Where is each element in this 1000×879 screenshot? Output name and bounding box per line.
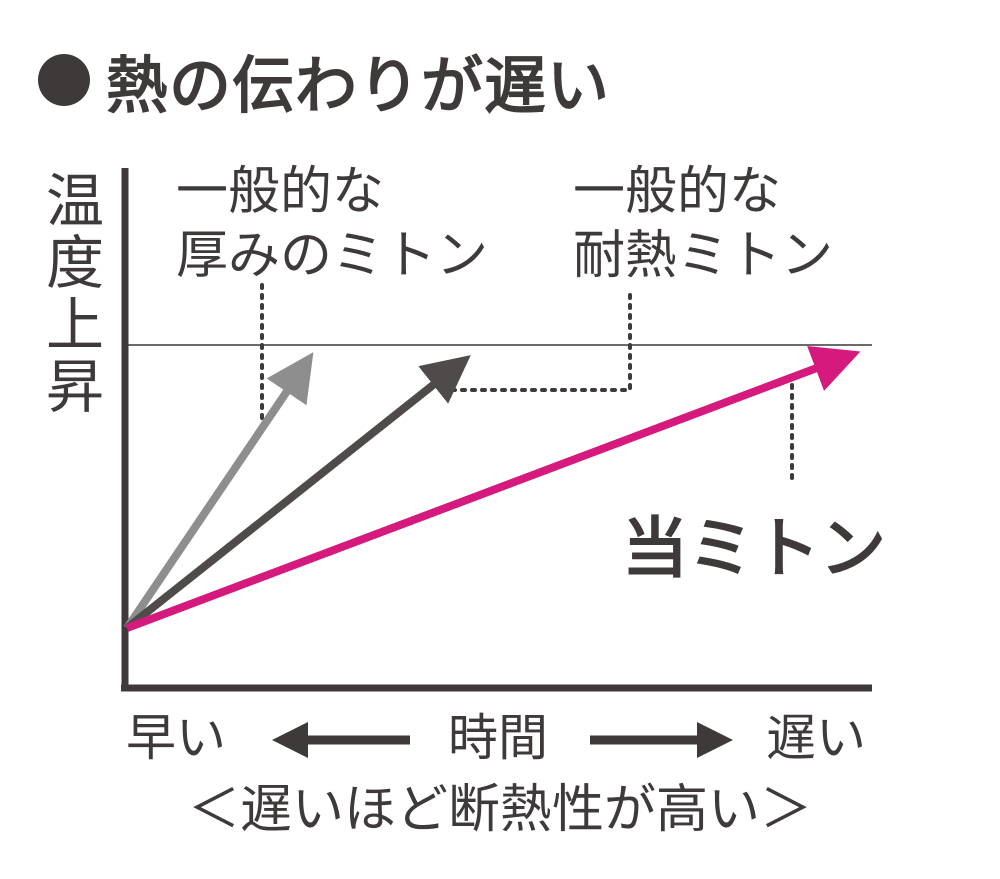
- label-line: 一般的な: [573, 162, 782, 222]
- y-axis-char: 上: [45, 291, 104, 359]
- leader-heat-mitten: [438, 293, 632, 392]
- insulation-note: ＜遅いほど断熱性が高い＞: [187, 780, 812, 840]
- x-label-slow: 遅い: [766, 709, 866, 767]
- arrow-our-mitten: [125, 346, 861, 632]
- label-heat-mitten: 一般的な 耐熱ミトン: [573, 160, 833, 288]
- title-text: 熱の伝わりが遅い: [106, 49, 611, 122]
- label-line: 一般的な: [176, 162, 385, 222]
- y-axis-label: 温 度 上 昇: [40, 170, 110, 418]
- label-line: 耐熱ミトン: [573, 226, 834, 286]
- x-label-time: 時間: [448, 709, 548, 767]
- label-our-mitten: 当ミトン: [622, 510, 886, 587]
- arrow-thick-mitten: [123, 352, 314, 631]
- y-axis-char: 温: [45, 167, 104, 235]
- label-line: 厚みのミトン: [176, 226, 489, 286]
- chart-title: 熱の伝わりが遅い: [38, 40, 610, 122]
- x-label-fast: 早い: [126, 709, 226, 767]
- label-thick-mitten: 一般的な 厚みのミトン: [176, 160, 488, 288]
- y-axis-char: 度: [45, 229, 104, 297]
- arrow-heat-mitten: [124, 355, 471, 632]
- bullet-icon: [38, 54, 90, 106]
- y-axis-char: 昇: [45, 353, 104, 421]
